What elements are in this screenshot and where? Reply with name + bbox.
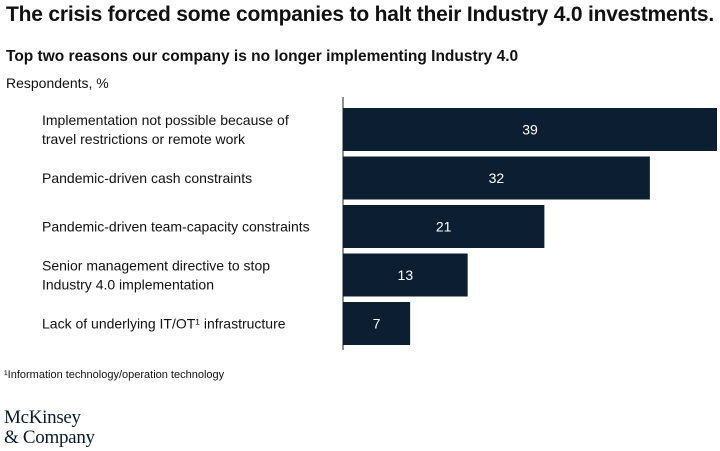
chart-title: The crisis forced some companies to halt… — [6, 3, 714, 26]
bar-2 — [343, 156, 650, 200]
logo-line-2: & Company — [4, 427, 95, 448]
category-label-line: Pandemic-driven cash constraints — [42, 170, 252, 186]
category-label-3: Pandemic-driven team-capacity constraint… — [42, 219, 310, 235]
value-label-3: 21 — [436, 219, 452, 235]
category-label-5: Lack of underlying IT/OT¹ infrastructure — [42, 316, 286, 332]
category-label-2: Pandemic-driven cash constraints — [42, 170, 252, 186]
chart-subtitle: Top two reasons our company is no longer… — [6, 48, 519, 65]
unit-label: Respondents, % — [6, 75, 109, 91]
value-label-2: 32 — [489, 170, 505, 186]
bar-5 — [343, 302, 411, 345]
category-label-line: Senior management directive to stop — [42, 258, 270, 274]
bar-chart: 39 Implementation not possible because of… — [42, 97, 717, 350]
category-label-1: Implementation not possible because of tr… — [42, 112, 289, 147]
mckinsey-logo: McKinsey & Company — [4, 408, 95, 448]
value-label-5: 7 — [373, 316, 381, 332]
bar-3 — [343, 205, 545, 248]
bar-4 — [343, 253, 468, 297]
category-label-line: travel restrictions or remote work — [42, 131, 246, 147]
category-label-line: Lack of underlying IT/OT¹ infrastructure — [42, 316, 286, 332]
category-label-4: Senior management directive to stop Indus… — [42, 258, 270, 293]
footnote: ¹Information technology/operation techno… — [4, 369, 225, 381]
category-label-line: Pandemic-driven team-capacity constraint… — [42, 219, 310, 235]
category-label-line: Industry 4.0 implementation — [42, 277, 214, 293]
category-label-line: Implementation not possible because of — [42, 112, 289, 128]
logo-line-1: McKinsey — [4, 407, 81, 428]
value-label-1: 39 — [522, 122, 538, 138]
value-label-4: 13 — [398, 267, 414, 283]
bar-1 — [343, 108, 717, 151]
